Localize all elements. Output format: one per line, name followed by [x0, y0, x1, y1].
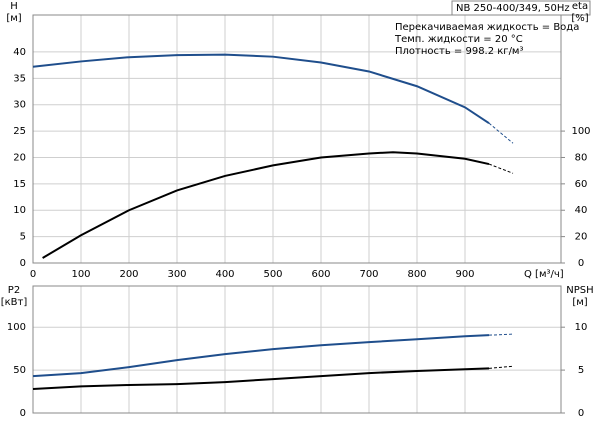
curve [42, 151, 490, 259]
y-tick-label: 0 [20, 258, 26, 269]
y2-tick-label: 20 [575, 232, 588, 243]
curve [488, 122, 514, 144]
y-tick-label: 30 [13, 100, 26, 111]
annotation: Перекачиваемая жидкость = Вода [395, 22, 579, 33]
y-tick-label: 100 [7, 322, 26, 333]
y-tick-label: 40 [13, 47, 26, 58]
y-tick-label: 50 [13, 365, 26, 376]
y-tick-label: 35 [13, 73, 26, 84]
y2-tick-label: 80 [575, 152, 588, 163]
x-label: Q [м³/ч] [524, 269, 564, 280]
y-tick-label: 5 [20, 232, 26, 243]
x-tick-label: 100 [71, 269, 90, 280]
y2-tick-label: 100 [571, 126, 590, 137]
y2-tick-label: 60 [575, 179, 588, 190]
x-tick-label: 600 [311, 269, 330, 280]
y2-tick-label: 10 [575, 322, 588, 333]
x-tick-label: 800 [407, 269, 426, 280]
curve [32, 367, 490, 390]
plot-frame [32, 14, 562, 264]
x-tick-label: 0 [30, 269, 36, 280]
x-tick-label: 500 [263, 269, 282, 280]
annotation: Плотность = 998.2 кг/м³ [395, 46, 524, 57]
curve [488, 163, 514, 174]
y-unit: [м] [6, 13, 21, 24]
x-tick-label: 200 [119, 269, 138, 280]
y2-tick-label: 40 [575, 205, 588, 216]
chart-title: NB 250-400/349, 50Hz [456, 3, 570, 14]
x-tick-label: 700 [359, 269, 378, 280]
y2-tick-label: 5 [578, 365, 584, 376]
y2-label: eta [572, 1, 588, 12]
y2-tick-label: 0 [578, 408, 584, 419]
plot-frame [32, 285, 562, 414]
y2-label: NPSH [566, 285, 593, 296]
y2-unit: [м] [572, 297, 587, 308]
x-tick-label: 400 [215, 269, 234, 280]
y-unit: [кВт] [1, 297, 28, 308]
x-tick-label: 900 [455, 269, 474, 280]
y-label: P2 [8, 285, 20, 296]
curve [488, 365, 514, 369]
curve [488, 333, 514, 336]
curve [32, 53, 490, 125]
x-tick-label: 300 [167, 269, 186, 280]
y-label: H [10, 1, 18, 12]
y-tick-label: 0 [20, 408, 26, 419]
y-tick-label: 10 [13, 205, 26, 216]
annotation: Темп. жидкости = 20 °C [394, 34, 523, 45]
y-tick-label: 25 [13, 126, 26, 137]
curve [32, 334, 490, 378]
y-tick-label: 20 [13, 152, 26, 163]
y2-unit: [%] [571, 13, 588, 24]
y2-tick-label: 0 [578, 258, 584, 269]
y-tick-label: 15 [13, 179, 26, 190]
